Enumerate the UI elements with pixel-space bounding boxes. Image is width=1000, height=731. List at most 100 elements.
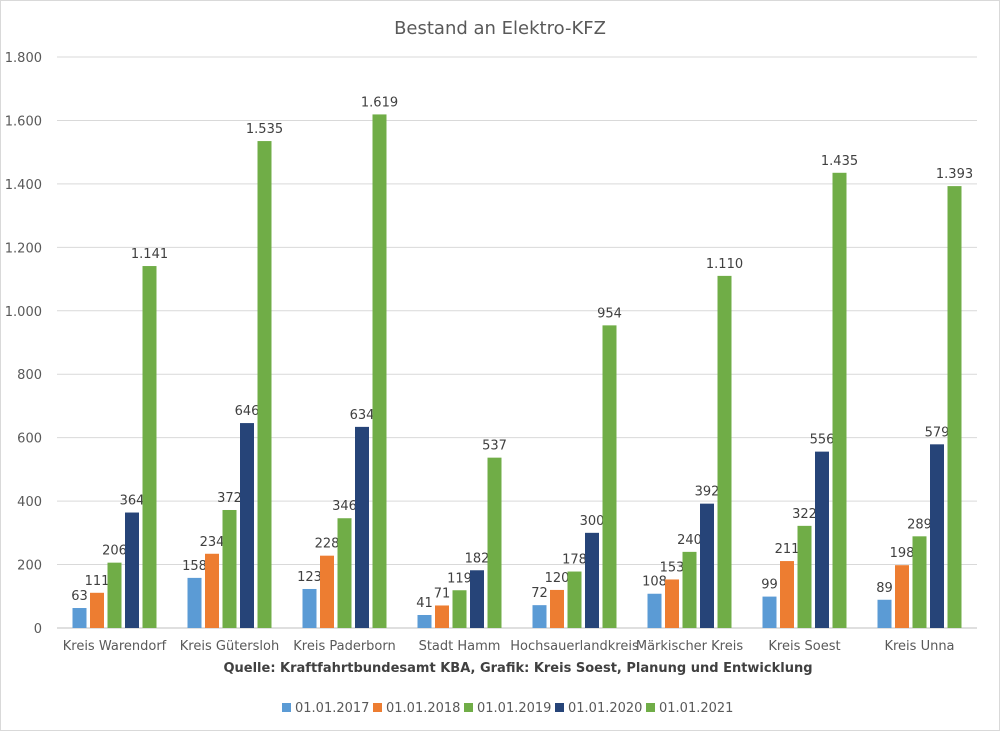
bar: [780, 561, 794, 628]
x-tick-label: Kreis Paderborn: [293, 639, 395, 654]
legend-label: 01.01.2021: [659, 701, 733, 716]
bar: [815, 451, 829, 628]
y-tick-label: 200: [17, 559, 42, 574]
data-label: 556: [810, 433, 835, 448]
bar: [435, 605, 449, 628]
bar: [72, 608, 87, 628]
data-label: 646: [235, 404, 260, 419]
data-label: 99: [761, 578, 778, 593]
data-label: 71: [434, 586, 451, 601]
data-label: 579: [925, 425, 950, 440]
data-label: 1.393: [936, 167, 973, 182]
data-label: 41: [416, 596, 433, 611]
x-tick-label: Kreis Gütersloh: [180, 639, 279, 654]
x-tick-label: Stadt Hamm: [419, 639, 501, 654]
bar: [107, 562, 122, 628]
y-tick-label: 400: [17, 495, 42, 510]
bar: [337, 518, 352, 628]
bar: [700, 503, 714, 628]
data-label: 228: [315, 537, 340, 552]
x-tick-label: Märkischer Kreis: [636, 639, 743, 654]
bar: [470, 570, 484, 628]
bar: [682, 551, 697, 628]
data-label: 1.535: [246, 122, 283, 137]
data-label: 63: [71, 589, 88, 604]
bar: [125, 512, 139, 628]
bar: [567, 571, 582, 628]
bar: [90, 592, 104, 628]
data-label: 1.141: [131, 247, 168, 262]
bar: [585, 532, 599, 628]
bar: [187, 577, 202, 628]
bar: [355, 426, 369, 628]
y-axis-ticks: 0 200 400 600 800 1.000 1.200 1.400 1.600 1.800: [5, 51, 42, 637]
y-tick-label: 0: [34, 622, 42, 637]
data-label: 119: [447, 571, 472, 586]
legend-label: 01.01.2018: [386, 701, 460, 716]
data-label: 182: [465, 551, 490, 566]
legend-label: 01.01.2020: [568, 701, 642, 716]
data-label: 153: [660, 560, 685, 575]
bar: [832, 172, 847, 628]
x-tick-label: Hochsauerlandkreis: [510, 639, 639, 654]
bar: [417, 614, 432, 628]
y-tick-label: 1.000: [5, 305, 42, 320]
data-label: 211: [775, 542, 800, 557]
data-label: 1.619: [361, 95, 398, 110]
data-label: 364: [120, 494, 145, 509]
data-label: 954: [597, 306, 622, 321]
x-axis-label: Quelle: Kraftfahrtbundesamt KBA, Grafik:…: [223, 661, 812, 676]
bar: [487, 457, 502, 628]
data-label: 372: [217, 491, 242, 506]
x-tick-label: Kreis Warendorf: [63, 639, 167, 654]
data-label: 72: [531, 586, 548, 601]
x-axis-ticks: Kreis Warendorf Kreis Gütersloh Kreis Pade…: [63, 639, 955, 654]
bar: [797, 525, 812, 628]
data-label: 206: [102, 544, 127, 559]
bar: [912, 536, 927, 628]
x-tick-label: Kreis Soest: [768, 639, 840, 654]
data-label: 178: [562, 553, 587, 568]
y-tick-label: 1.600: [5, 114, 42, 129]
data-label: 123: [297, 570, 322, 585]
y-tick-label: 800: [17, 368, 42, 383]
legend-swatch: [464, 703, 473, 712]
legend-swatch: [646, 703, 655, 712]
bar: [532, 605, 547, 628]
data-label: 111: [85, 574, 110, 589]
bar: [452, 590, 467, 628]
y-tick-label: 1.800: [5, 51, 42, 66]
bar: [222, 509, 237, 628]
data-label: 322: [792, 507, 817, 522]
bar: [930, 444, 944, 628]
legend: 01.01.2017 01.01.2018 01.01.2019 01.01.2020…: [282, 701, 733, 716]
legend-swatch: [282, 703, 291, 712]
legend-swatch: [373, 703, 382, 712]
bar: [717, 275, 732, 628]
data-label: 1.435: [821, 154, 858, 169]
data-label: 198: [890, 546, 915, 561]
y-tick-label: 1.400: [5, 178, 42, 193]
bar: [372, 114, 387, 628]
legend-label: 01.01.2019: [477, 701, 551, 716]
data-label: 234: [200, 535, 225, 550]
legend-swatch: [555, 703, 564, 712]
data-label: 537: [482, 439, 507, 454]
y-tick-label: 600: [17, 432, 42, 447]
bar: [877, 599, 892, 628]
y-tick-label: 1.200: [5, 241, 42, 256]
bar: [240, 423, 254, 628]
data-label: 1.110: [706, 257, 743, 272]
data-label: 108: [642, 575, 667, 590]
bar: [647, 593, 662, 628]
data-label: 120: [545, 571, 570, 586]
bar: [665, 579, 679, 628]
bar: [947, 186, 962, 629]
bar: [302, 588, 317, 628]
legend-label: 01.01.2017: [295, 701, 369, 716]
bar: [142, 266, 157, 628]
chart-title: Bestand an Elektro-KFZ: [394, 18, 606, 39]
data-label: 89: [876, 581, 893, 596]
